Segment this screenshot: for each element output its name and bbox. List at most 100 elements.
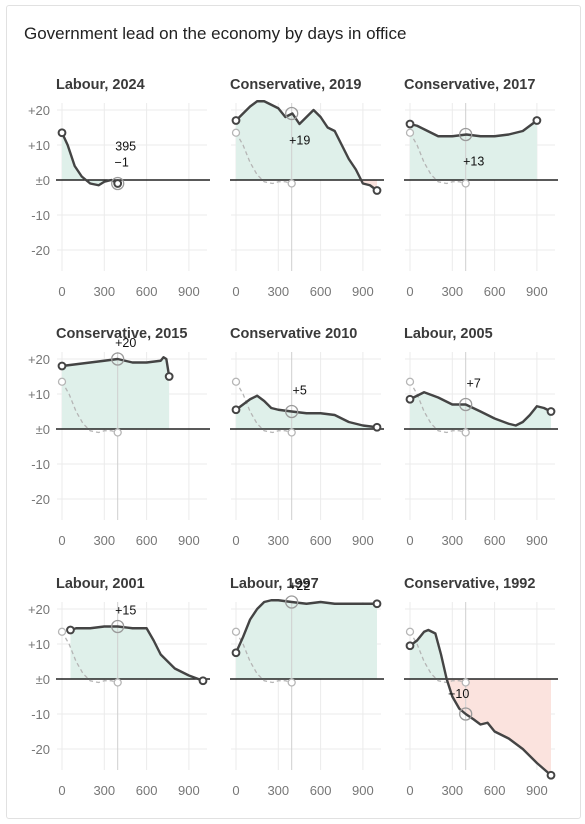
area-fill-negative [410, 630, 551, 776]
series-line [235, 394, 378, 429]
reference-start-point [231, 377, 241, 386]
panel-title: Conservative, 2017 [404, 77, 535, 93]
annotation-label-value: −1 [115, 156, 129, 170]
page-title: Government lead on the economy by days i… [24, 24, 407, 43]
x-tick-label: 300 [93, 533, 115, 548]
reference-start-point [231, 627, 241, 636]
x-tick-label: 900 [352, 533, 374, 548]
series-start-point [231, 405, 241, 415]
y-tick-label: +10 [28, 637, 50, 652]
reference-line-labour-2024 [235, 631, 292, 684]
annotation-label: +7 [467, 377, 481, 391]
annotation-label: +15 [115, 604, 136, 618]
reference-end-point [461, 179, 470, 188]
x-tick-label: 300 [93, 284, 115, 299]
x-tick-label: 300 [267, 783, 289, 798]
y-tick-label: -10 [31, 457, 50, 472]
series-line [60, 132, 119, 187]
annotation-label: +19 [289, 134, 310, 148]
annotation-label: +13 [463, 155, 484, 169]
reference-start-point [405, 627, 415, 636]
reference-end-point [461, 428, 470, 437]
series-line [409, 628, 552, 777]
annotation-marker [459, 397, 473, 412]
y-tick-label: +10 [28, 387, 50, 402]
reference-end-point [287, 678, 296, 687]
reference-end-point [287, 179, 296, 188]
reference-line-labour-2024 [409, 132, 466, 185]
x-tick-label: 900 [352, 783, 374, 798]
x-tick-label: 600 [310, 533, 332, 548]
x-tick-label: 900 [526, 533, 548, 548]
annotation-marker [285, 404, 299, 419]
reference-line-labour-2024 [235, 381, 292, 434]
series-start-point [57, 128, 67, 138]
series-start-point [66, 625, 75, 635]
annotation-marker [111, 176, 125, 191]
area-fill [70, 626, 204, 681]
reference-start-point [231, 128, 241, 137]
chart-panel: Conservative, 2015+20+10±0-10-200 300 600 9… [28, 326, 210, 548]
series-end-point [532, 116, 542, 125]
series-start-point [231, 116, 241, 125]
chart-panel: Labour, 1997 0 300 600 900 +22 [230, 576, 384, 798]
series-start-point [405, 119, 415, 129]
chart-panel: Labour, 2001 +20 +10 ±0 -10 -20 0 300 600 900 +15 [28, 576, 210, 798]
x-tick-label: 0 [232, 533, 239, 548]
x-tick-label: 600 [484, 284, 506, 299]
area-fill-positive [410, 630, 551, 679]
x-tick-label: 900 [352, 284, 374, 299]
x-tick-label: 0 [406, 533, 413, 548]
reference-end-point [113, 428, 122, 437]
reference-start-point [57, 377, 67, 386]
reference-start-point [405, 128, 415, 137]
series-end-point [372, 186, 382, 195]
annotation-marker [111, 619, 125, 634]
panel-title: Labour, 2024 [56, 77, 145, 93]
reference-line-labour-2024 [409, 631, 466, 684]
x-tick-label: 900 [178, 783, 200, 798]
x-tick-label: 0 [58, 533, 65, 548]
y-tick-label: -20 [31, 492, 50, 507]
x-tick-label: 300 [441, 533, 463, 548]
panel-title: Labour, 1997 [230, 576, 319, 592]
y-tick-label: -20 [31, 742, 50, 757]
x-tick-label: 0 [58, 783, 65, 798]
series-start-point [405, 394, 415, 404]
panel-title: Labour, 2001 [56, 576, 145, 592]
chart-panel: Labour, 2024 +20 +10 ±0 -10 -20 0 300 600 900 395 −… [28, 77, 210, 299]
x-tick-label: 600 [136, 783, 158, 798]
series-end-point [372, 422, 382, 432]
series-end-point [546, 770, 556, 780]
reference-start-point [405, 377, 415, 386]
area-fill [62, 357, 170, 429]
series-start-point [405, 641, 415, 651]
series-line [234, 599, 377, 654]
x-tick-label: 0 [232, 783, 239, 798]
area-fill [236, 395, 377, 429]
y-tick-label: ±0 [36, 672, 50, 687]
x-tick-label: 900 [526, 284, 548, 299]
x-tick-label: 600 [310, 783, 332, 798]
panel-title: Conservative, 1992 [404, 576, 535, 592]
x-tick-label: 600 [484, 783, 506, 798]
y-tick-label: +20 [28, 103, 50, 118]
chart-panel: Conservative, 2017 0 300 600 900 +13 [404, 77, 558, 299]
area-fill [236, 600, 377, 679]
panel-title: Conservative 2010 [230, 326, 357, 342]
annotation-marker [285, 595, 299, 609]
x-tick-label: 300 [267, 284, 289, 299]
y-tick-label: ±0 [36, 173, 50, 188]
x-tick-label: 0 [406, 284, 413, 299]
reference-end-point [461, 678, 470, 687]
series-end-point [372, 599, 382, 609]
x-tick-label: 0 [406, 783, 413, 798]
annotation-marker [285, 106, 299, 121]
annotation-marker [459, 127, 473, 142]
y-tick-label: -20 [31, 243, 50, 258]
x-tick-label: 0 [58, 284, 65, 299]
reference-start-point [57, 627, 67, 636]
annotation-label: +22 [289, 579, 310, 593]
series-end-point [546, 407, 556, 416]
